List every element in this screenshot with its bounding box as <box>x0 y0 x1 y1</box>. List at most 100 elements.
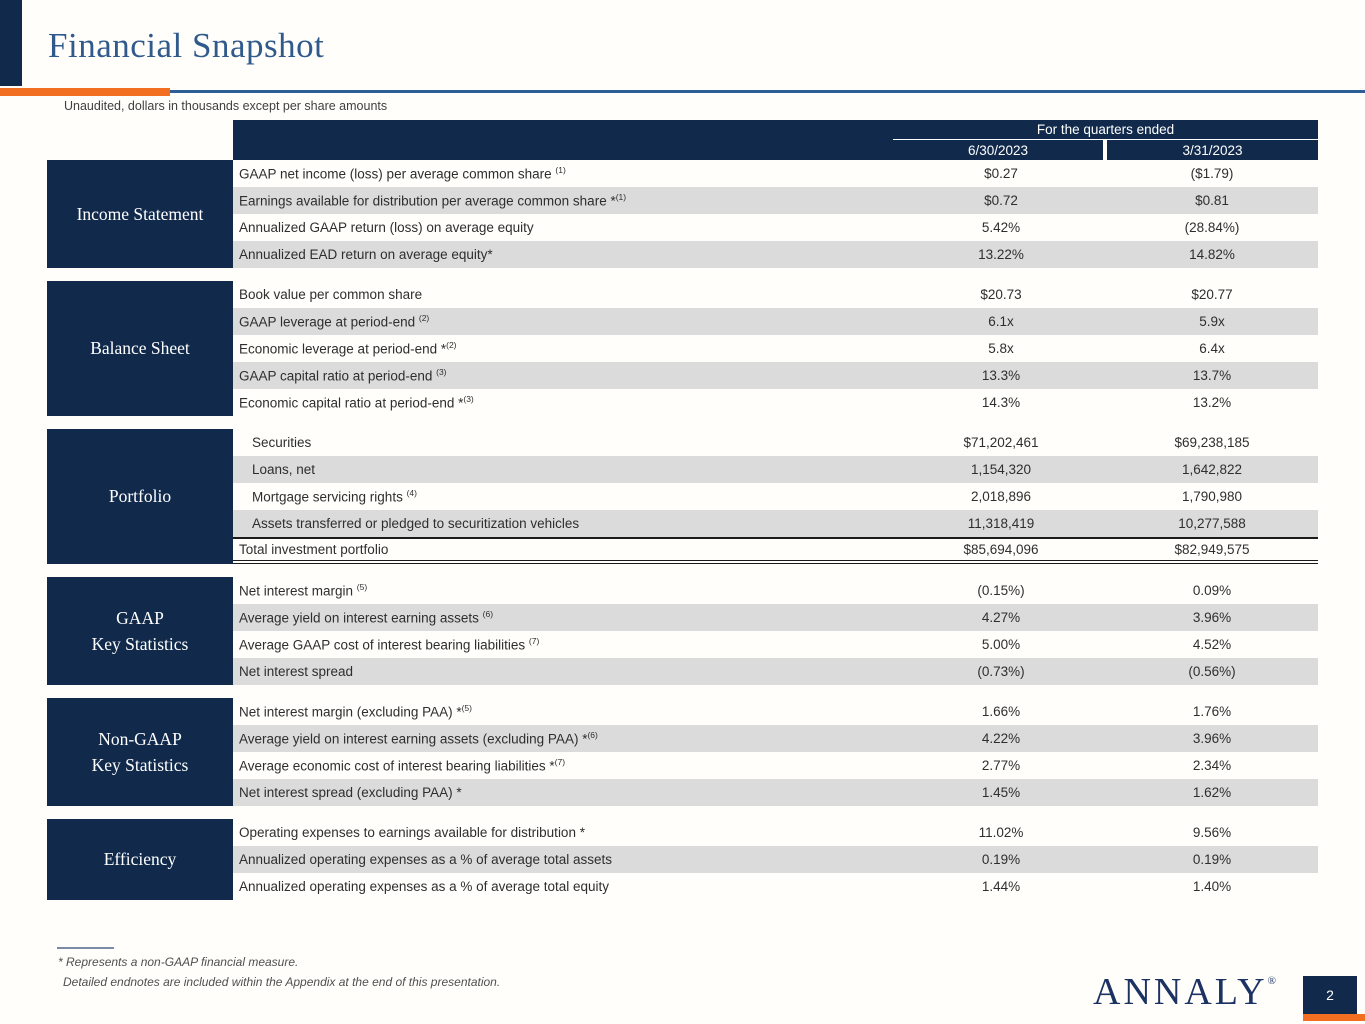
table-header-quarters: For the quarters ended 6/30/2023 3/31/20… <box>893 120 1318 160</box>
section-label: GAAP Key Statistics <box>47 577 233 685</box>
row-label: Annualized EAD return on average equity* <box>239 247 493 262</box>
table-section: GAAP Key Statistics Net interest margin (5… <box>47 577 1365 685</box>
row-label: Book value per common share <box>239 287 423 302</box>
logo-text: ANNALY <box>1093 971 1268 1013</box>
row-value-q2: 0.09% <box>1192 583 1232 598</box>
row-value-q1: 6.1x <box>988 314 1014 329</box>
table-row: GAAP net income (loss) per average commo… <box>233 160 1318 187</box>
footnote-non-gaap: * Represents a non-GAAP financial measur… <box>58 955 299 969</box>
row-value-q1: 13.3% <box>981 368 1021 383</box>
table-section: Non-GAAP Key Statistics Net interest margi… <box>47 698 1365 806</box>
row-value-q2: $20.77 <box>1191 287 1233 302</box>
table-row: Average GAAP cost of interest bearing li… <box>233 631 1318 658</box>
table-row: Average economic cost of interest bearin… <box>233 752 1318 779</box>
row-value-q2: 1,642,822 <box>1181 462 1243 477</box>
table-section: Balance Sheet Book value per common share… <box>47 281 1365 416</box>
row-value-q1: 11.02% <box>978 825 1024 840</box>
row-value-q2: 10,277,588 <box>1178 516 1246 531</box>
table-caption: Unaudited, dollars in thousands except p… <box>64 99 388 113</box>
table-row: GAAP leverage at period-end (2) 6.1x 5.9x <box>233 308 1318 335</box>
row-label: Operating expenses to earnings available… <box>239 825 585 840</box>
table-row: GAAP capital ratio at period-end (3) 13.3… <box>233 362 1318 389</box>
row-label: Net interest spread (excluding PAA) * <box>239 785 462 800</box>
row-value-q1: 14.3% <box>981 395 1021 410</box>
row-value-q1: 2,018,896 <box>970 489 1032 504</box>
row-value-q1: $0.27 <box>984 166 1018 181</box>
table-sections: Income Statement GAAP net income (loss) p… <box>0 160 1365 900</box>
row-label: Average yield on interest earning assets… <box>239 609 494 626</box>
row-value-q2: 1.76% <box>1192 704 1232 719</box>
table-section: Portfolio Securities $71,202,461 $69,238,18… <box>47 429 1365 564</box>
row-value-q1: 1.66% <box>981 704 1021 719</box>
row-value-q1: 1.45% <box>981 785 1021 800</box>
row-label: Loans, net <box>252 462 316 477</box>
row-label: Earnings available for distribution per … <box>239 192 627 209</box>
table-row: Net interest margin (5) (0.15%) 0.09% <box>233 577 1318 604</box>
table-header-spacer <box>233 120 893 160</box>
header-divider <box>0 87 1365 96</box>
row-value-q2: 4.52% <box>1192 637 1232 652</box>
row-label: Securities <box>252 435 312 450</box>
row-value-q1: 5.00% <box>981 637 1021 652</box>
row-value-q2: 0.19% <box>1192 852 1232 867</box>
column-header-q2-2023: 6/30/2023 <box>967 142 1029 158</box>
row-value-q2: 1,790,980 <box>1181 489 1243 504</box>
footnote-divider <box>57 947 114 949</box>
corner-accent-block <box>0 0 22 86</box>
table-row: Annualized operating expenses as a % of … <box>233 873 1318 900</box>
table-row: Economic leverage at period-end *(2) 5.8x… <box>233 335 1318 362</box>
row-value-q1: (0.73%) <box>977 664 1025 679</box>
row-value-q2: 3.96% <box>1192 610 1232 625</box>
row-value-q1: $85,694,096 <box>963 542 1039 557</box>
row-value-q2: 13.2% <box>1192 395 1232 410</box>
row-value-q2: 13.7% <box>1192 368 1232 383</box>
table-row: Annualized EAD return on average equity*… <box>233 241 1318 268</box>
annaly-logo: ANNALY® <box>1093 970 1276 1014</box>
table-section: Income Statement GAAP net income (loss) p… <box>47 160 1365 268</box>
column-header-q1-2023: 3/31/2023 <box>1182 142 1243 158</box>
row-value-q2: (0.56%) <box>1188 664 1236 679</box>
blue-accent-line <box>170 90 1365 93</box>
page-number-accent-bar <box>1303 1014 1365 1021</box>
table-row: Total investment portfolio $85,694,096 $82… <box>233 537 1318 564</box>
row-value-q1: 11,318,419 <box>967 516 1035 531</box>
row-value-q2: 6.4x <box>1199 341 1225 356</box>
financial-table: For the quarters ended 6/30/2023 3/31/20… <box>0 120 1365 913</box>
row-label: Net interest margin (excluding PAA) *(5) <box>239 703 472 720</box>
row-label: Economic leverage at period-end *(2) <box>239 340 457 357</box>
table-row: Assets transferred or pledged to securit… <box>233 510 1318 537</box>
row-label: GAAP net income (loss) per average commo… <box>239 165 566 182</box>
row-label: Mortgage servicing rights (4) <box>252 488 417 505</box>
row-value-q1: (0.15%) <box>977 583 1025 598</box>
row-label: GAAP capital ratio at period-end (3) <box>239 367 447 384</box>
row-value-q2: 1.40% <box>1192 879 1232 894</box>
orange-accent-bar <box>0 87 170 96</box>
row-value-q1: 13.22% <box>978 247 1024 262</box>
section-label: Non-GAAP Key Statistics <box>47 698 233 806</box>
row-value-q1: 4.27% <box>981 610 1021 625</box>
row-value-q1: 5.42% <box>981 220 1021 235</box>
quarters-group-label: For the quarters ended <box>893 120 1318 140</box>
row-label: Annualized operating expenses as a % of … <box>239 852 612 867</box>
row-label: Assets transferred or pledged to securit… <box>252 516 580 531</box>
row-value-q2: 1.62% <box>1192 785 1232 800</box>
table-header: For the quarters ended 6/30/2023 3/31/20… <box>233 120 1318 160</box>
row-value-q1: 2.77% <box>981 758 1021 773</box>
table-row: Securities $71,202,461 $69,238,185 <box>233 429 1318 456</box>
row-value-q2: 9.56% <box>1192 825 1232 840</box>
row-value-q2: 2.34% <box>1192 758 1232 773</box>
footnotes: * Represents a non-GAAP financial measur… <box>58 953 500 993</box>
table-row: Net interest margin (excluding PAA) *(5)… <box>233 698 1318 725</box>
row-label: Total investment portfolio <box>239 542 389 557</box>
row-value-q1: $0.72 <box>984 193 1018 208</box>
row-value-q2: 14.82% <box>1189 247 1235 262</box>
row-value-q1: 1,154,320 <box>970 462 1032 477</box>
column-separator <box>1103 140 1107 160</box>
table-row: Average yield on interest earning assets… <box>233 725 1318 752</box>
row-value-q1: $20.73 <box>980 287 1022 302</box>
table-row: Economic capital ratio at period-end *(3… <box>233 389 1318 416</box>
row-label: Average economic cost of interest bearin… <box>239 757 566 774</box>
row-value-q2: $82,949,575 <box>1174 542 1250 557</box>
section-label: Efficiency <box>47 819 233 900</box>
table-row: Loans, net 1,154,320 1,642,822 <box>233 456 1318 483</box>
